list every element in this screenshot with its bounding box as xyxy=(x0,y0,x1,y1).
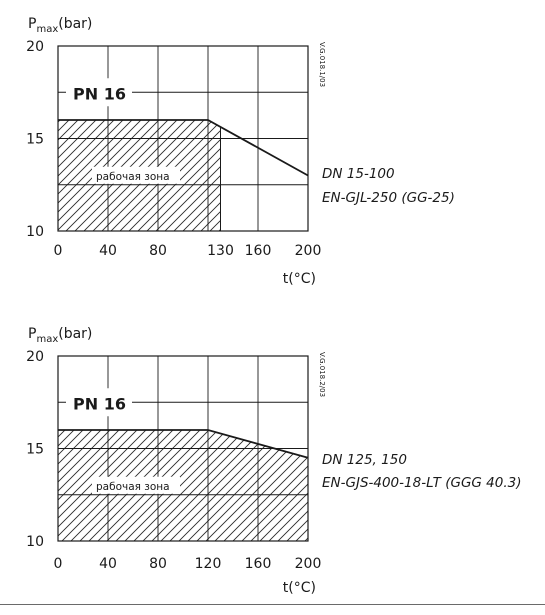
x-tick-label: 40 xyxy=(99,243,117,259)
pn-label-bg xyxy=(66,78,132,107)
zone-label-bg xyxy=(92,476,180,494)
x-tick-label: 80 xyxy=(149,556,167,572)
y-tick-label: 15 xyxy=(26,442,44,458)
x-axis-label: t(°C) xyxy=(283,271,316,287)
x-axis-label: t(°C) xyxy=(283,580,316,596)
plot-frame xyxy=(57,45,309,232)
bottom-divider xyxy=(0,604,545,605)
annotation-line: DN 125, 150 xyxy=(322,452,407,468)
x-tick-label: 120 xyxy=(195,556,222,572)
x-tick-label: 160 xyxy=(245,243,272,259)
y-tick-label: 20 xyxy=(26,39,44,55)
y-axis-label-unit: (bar) xyxy=(58,326,92,342)
pn-label: PN 16 xyxy=(73,394,126,413)
x-tick-label: 80 xyxy=(149,243,167,259)
drawing-code: V.G.018.1/03 xyxy=(318,42,326,87)
zone-label: рабочая зона xyxy=(96,481,170,493)
y-axis-label: Pmax(bar) xyxy=(28,16,92,35)
y-tick-label: 10 xyxy=(26,224,44,240)
zone-label: рабочая зона xyxy=(96,171,170,183)
y-tick-label: 10 xyxy=(26,534,44,550)
y-axis-label-sub: max xyxy=(36,334,58,345)
x-tick-label: 0 xyxy=(54,556,63,572)
y-axis-label-main: P xyxy=(28,16,36,32)
y-axis-label-unit: (bar) xyxy=(58,16,92,32)
zone-label-bg xyxy=(92,166,180,184)
working-zone-hatch xyxy=(58,430,308,541)
pn-label: PN 16 xyxy=(73,84,126,103)
x-tick-label: 200 xyxy=(295,556,322,572)
y-tick-label: 15 xyxy=(26,132,44,148)
drawing-code: V.G.018.2/03 xyxy=(318,352,326,397)
x-tick-label: 200 xyxy=(295,243,322,259)
annotation-line: DN 15-100 xyxy=(322,166,395,182)
x-tick-label: 160 xyxy=(245,556,272,572)
annotation-line: EN-GJL-250 (GG-25) xyxy=(322,190,455,206)
y-axis-label-main: P xyxy=(28,326,36,342)
x-tick-label: 0 xyxy=(54,243,63,259)
pressure-limit-curve xyxy=(58,119,309,177)
y-tick-label: 20 xyxy=(26,349,44,365)
pn-label-bg xyxy=(66,388,132,417)
annotation-line: EN-GJS-400-18-LT (GGG 40.3) xyxy=(322,475,521,491)
pressure-limit-curve xyxy=(58,429,309,459)
y-axis-label-sub: max xyxy=(36,24,58,35)
x-tick-label: 40 xyxy=(99,556,117,572)
y-axis-label: Pmax(bar) xyxy=(28,326,92,345)
x-tick-label: 130 xyxy=(207,243,234,259)
plot-frame xyxy=(57,355,309,542)
